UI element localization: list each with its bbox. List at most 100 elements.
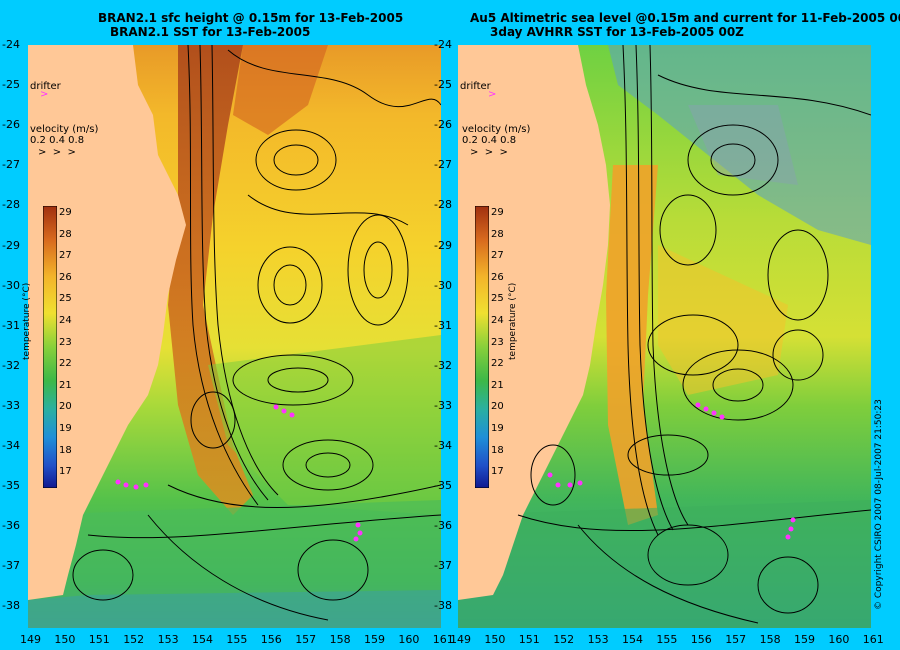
colorbar-tick-label: 20 bbox=[59, 401, 72, 413]
x-tick-label: 156 bbox=[260, 633, 282, 646]
y-tick-label: -28 bbox=[434, 198, 452, 212]
x-tick-label: 159 bbox=[794, 633, 815, 646]
left-velocity-arrows: > > > bbox=[38, 147, 76, 158]
x-tick-label: 159 bbox=[364, 633, 385, 646]
x-tick-label: 154 bbox=[192, 633, 213, 646]
colorbar-tick-label: 24 bbox=[59, 315, 72, 326]
y-tick-label: -36 bbox=[434, 519, 452, 533]
y-tick-label: -38 bbox=[434, 599, 452, 613]
x-tick-label: 151 bbox=[88, 633, 110, 646]
y-tick-label: -31 bbox=[2, 318, 20, 332]
x-tick-label: 154 bbox=[622, 633, 643, 646]
y-tick-label: -34 bbox=[434, 439, 452, 452]
y-tick-label: -27 bbox=[434, 158, 452, 172]
y-tick-label: -29 bbox=[2, 238, 20, 252]
y-tick-label: -27 bbox=[2, 158, 20, 172]
y-tick-label: -31 bbox=[434, 318, 452, 332]
colorbar-tick-label: 29 bbox=[491, 207, 504, 218]
colorbar-tick-label: 29 bbox=[59, 207, 72, 218]
colorbar-tick-label: 25 bbox=[491, 293, 504, 305]
colorbar-tick-label: 19 bbox=[59, 423, 72, 434]
colorbar-tick-label: 19 bbox=[491, 423, 504, 434]
y-tick-label: -35 bbox=[434, 479, 452, 493]
y-tick-label: -33 bbox=[2, 398, 20, 412]
colorbar-tick-label: 25 bbox=[59, 293, 72, 305]
x-tick-label: 161 bbox=[862, 633, 884, 646]
x-tick-label: 152 bbox=[123, 633, 145, 646]
y-tick-label: -32 bbox=[2, 358, 20, 372]
colorbar-tick-label: 23 bbox=[491, 336, 504, 348]
x-tick-label: 156 bbox=[690, 633, 712, 646]
right-title-line2: 3day AVHRR SST for 13-Feb-2005 00Z bbox=[490, 25, 744, 39]
colorbar-tick-label: 26 bbox=[59, 271, 72, 283]
colorbar-tick-label: 27 bbox=[59, 250, 72, 262]
x-tick-label: 153 bbox=[157, 633, 179, 646]
svg-text:>: > bbox=[488, 89, 496, 100]
colorbar-tick-label: 20 bbox=[491, 401, 504, 413]
x-tick-label: 160 bbox=[828, 633, 850, 646]
left-title-line2: BRAN2.1 SST for 13-Feb-2005 bbox=[110, 25, 311, 39]
left-map-panel: > bbox=[28, 45, 441, 628]
y-tick-label: -25 bbox=[434, 78, 452, 92]
left-title-line1: BRAN2.1 sfc height @ 0.15m for 13-Feb-20… bbox=[98, 11, 404, 25]
x-tick-label: 149 bbox=[450, 633, 471, 646]
x-tick-label: 157 bbox=[295, 633, 317, 646]
y-tick-label: -37 bbox=[2, 559, 20, 573]
x-tick-label: 157 bbox=[725, 633, 747, 646]
y-tick-label: -30 bbox=[2, 278, 20, 292]
right-velocity-arrows: > > > bbox=[470, 147, 508, 158]
y-tick-label: -26 bbox=[434, 118, 452, 132]
y-tick-label: -29 bbox=[434, 238, 452, 252]
y-tick-label: -25 bbox=[2, 78, 20, 92]
right-title-line1: Au5 Altimetric sea level @0.15m and curr… bbox=[470, 11, 900, 25]
svg-text:>: > bbox=[40, 89, 48, 100]
y-tick-label: -35 bbox=[2, 479, 20, 493]
y-tick-label: -37 bbox=[434, 559, 452, 573]
y-tick-label: -36 bbox=[2, 519, 20, 533]
left-map-graphic: > bbox=[28, 45, 441, 628]
y-tick-label: -33 bbox=[434, 398, 452, 412]
y-tick-label: -26 bbox=[2, 118, 20, 132]
y-tick-label: -28 bbox=[2, 198, 20, 212]
right-map-graphic: > bbox=[458, 45, 871, 628]
colorbar-tick-label: 26 bbox=[491, 271, 504, 283]
left-colorbar-title: temperature (°C) bbox=[22, 282, 32, 360]
x-tick-label: 155 bbox=[226, 633, 248, 646]
colorbar-tick-label: 21 bbox=[491, 379, 504, 391]
x-tick-label: 158 bbox=[759, 633, 781, 646]
x-tick-label: 155 bbox=[656, 633, 678, 646]
copyright-text: © Copyright CSIRO 2007 08-Jul-2007 21:50… bbox=[874, 399, 884, 610]
right-drifter-label: drifter bbox=[460, 81, 491, 92]
x-tick-label: 151 bbox=[518, 633, 540, 646]
colorbar-tick-label: 23 bbox=[59, 336, 72, 348]
y-tick-label: -38 bbox=[2, 599, 20, 613]
right-velocity-label: velocity (m/s) bbox=[462, 124, 531, 135]
x-tick-label: 160 bbox=[398, 633, 420, 646]
colorbar-tick-label: 18 bbox=[491, 444, 504, 456]
y-tick-label: -32 bbox=[434, 358, 452, 372]
colorbar-tick-label: 17 bbox=[491, 466, 504, 478]
x-tick-label: 150 bbox=[484, 633, 506, 646]
colorbar-tick-label: 27 bbox=[491, 250, 504, 262]
x-tick-label: 161 bbox=[432, 633, 454, 646]
x-tick-label: 158 bbox=[329, 633, 351, 646]
left-velocity-label: velocity (m/s) bbox=[30, 124, 99, 135]
y-tick-label: -24 bbox=[434, 38, 452, 51]
right-colorbar-title: temperature (°C) bbox=[508, 282, 518, 360]
x-tick-label: 149 bbox=[20, 633, 41, 646]
x-tick-label: 150 bbox=[54, 633, 76, 646]
colorbar-tick-label: 17 bbox=[59, 466, 72, 478]
left-drifter-label: drifter bbox=[30, 81, 61, 92]
right-map-panel: > bbox=[458, 45, 871, 628]
colorbar-tick-label: 22 bbox=[59, 358, 72, 370]
right-colorbar bbox=[475, 206, 489, 488]
colorbar-tick-label: 21 bbox=[59, 379, 72, 391]
y-tick-label: -30 bbox=[434, 278, 452, 292]
colorbar-tick-label: 24 bbox=[491, 315, 504, 326]
x-tick-label: 152 bbox=[553, 633, 575, 646]
y-tick-label: -34 bbox=[2, 439, 20, 452]
colorbar-tick-label: 28 bbox=[59, 228, 72, 240]
colorbar-tick-label: 18 bbox=[59, 444, 72, 456]
y-tick-label: -24 bbox=[2, 38, 20, 51]
colorbar-tick-label: 28 bbox=[491, 228, 504, 240]
